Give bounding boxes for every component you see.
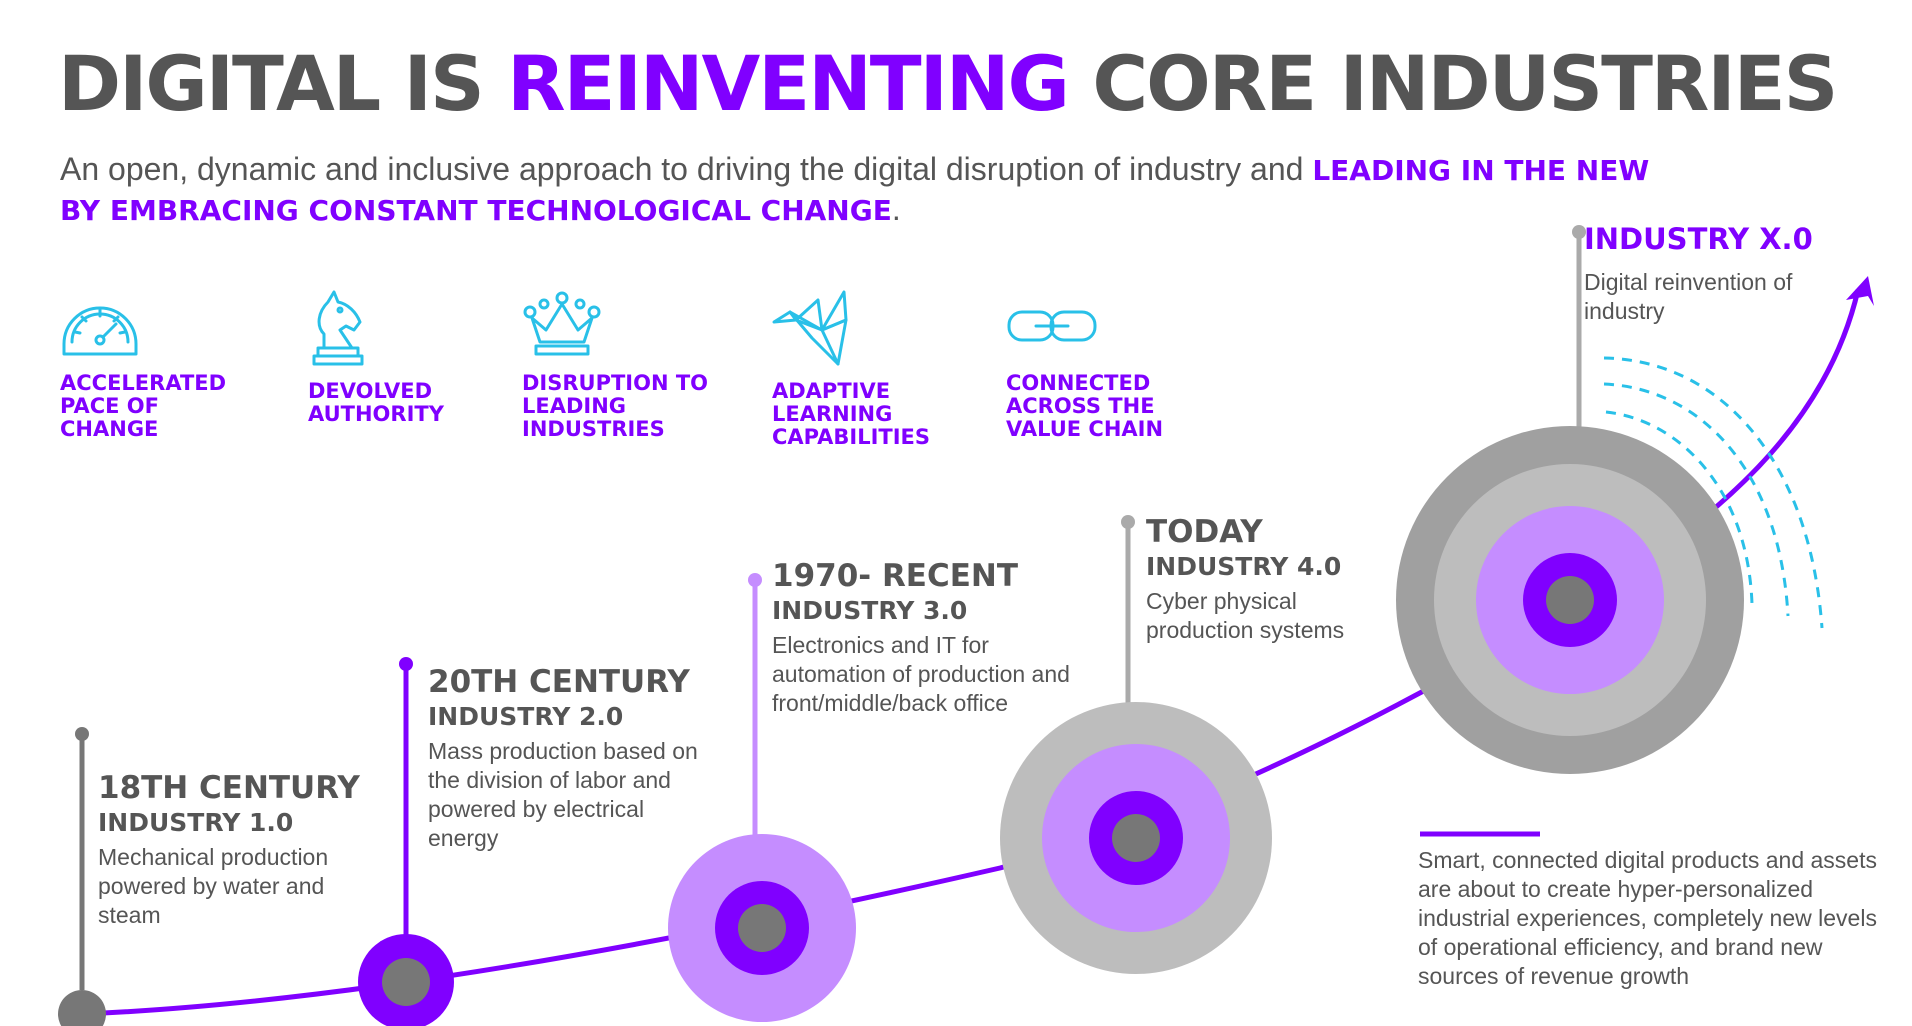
feature-adaptive: ADAPTIVE LEARNING CAPABILITIES [772,290,992,449]
era-industry-4: TODAY INDUSTRY 4.0 Cyber physical produc… [1146,514,1386,645]
subtitle-tail: . [891,191,901,227]
feature-label: CONNECTED ACROSS THE VALUE CHAIN [1006,371,1164,441]
era-description: Mass production based on the division of… [428,738,698,851]
feature-label: DEVOLVED AUTHORITY [308,379,444,426]
era-heading: 1970- RECENT [772,558,1019,594]
era-industry-3: 1970- RECENT INDUSTRY 3.0 Electronics an… [772,558,1082,718]
stem-industry-2 [399,657,413,940]
summary-note: Smart, connected digital products and as… [1418,847,1877,989]
page-title: DIGITAL IS REINVENTING CORE INDUSTRIES [58,34,1838,134]
era-industry-2: 20TH CENTURY INDUSTRY 2.0 Mass productio… [428,664,718,853]
subtitle: An open, dynamic and inclusive approach … [60,150,1660,230]
feature-accelerated: ACCELERATED PACE OF CHANGE [60,290,280,441]
feature-label: ADAPTIVE LEARNING CAPABILITIES [772,379,931,449]
stem-industry-x [1572,225,1586,446]
stem-industry-1 [75,727,89,990]
node-industry-x [1396,426,1744,774]
subtitle-highlight: LEADING IN THE NEW BY EMBRACING CONSTANT… [60,154,1650,227]
era-heading: 20TH CENTURY [428,664,690,700]
node-industry-1 [58,990,106,1026]
stem-industry-3 [748,573,762,840]
speedometer-icon [62,306,138,356]
era-description: Mechanical production powered by water a… [98,844,329,928]
era-industry-1: 18TH CENTURY INDUSTRY 1.0 Mechanical pro… [98,770,388,930]
era-heading: 18TH CENTURY [98,770,360,806]
era-subheading: INDUSTRY 1.0 [98,808,294,837]
feature-connected: CONNECTED ACROSS THE VALUE CHAIN [1006,290,1226,441]
era-description: Cyber physical production systems [1146,588,1345,643]
curve-arrowhead [1846,276,1874,306]
era-subheading: INDUSTRY 4.0 [1146,552,1342,581]
node-industry-2 [358,934,454,1026]
era-subheading: INDUSTRY 3.0 [772,596,968,625]
title-accent: REINVENTING [507,39,1070,128]
feature-disruption: DISRUPTION TO LEADING INDUSTRIES [522,290,742,441]
title-part-1: DIGITAL IS [58,39,508,128]
origami-bird-icon [772,290,848,366]
title-part-3: CORE INDUSTRIES [1067,39,1838,128]
future-title: INDUSTRY X.0 [1584,222,1813,256]
feature-label: DISRUPTION TO LEADING INDUSTRIES [522,371,709,441]
subtitle-lead: An open, dynamic and inclusive approach … [60,151,1313,187]
era-description: Electronics and IT for automation of pro… [772,632,1070,716]
stem-industry-4 [1121,515,1135,710]
chain-link-icon [1007,310,1097,342]
chess-knight-icon [312,290,364,366]
future-description: Digital reinvention of industry [1584,269,1793,324]
era-subheading: INDUSTRY 2.0 [428,702,624,731]
crown-icon [523,291,601,356]
node-industry-3 [668,834,856,1022]
feature-devolved: DEVOLVED AUTHORITY [308,290,528,426]
node-industry-4 [1000,702,1272,974]
feature-label: ACCELERATED PACE OF CHANGE [60,371,227,441]
era-heading: TODAY [1146,514,1263,550]
